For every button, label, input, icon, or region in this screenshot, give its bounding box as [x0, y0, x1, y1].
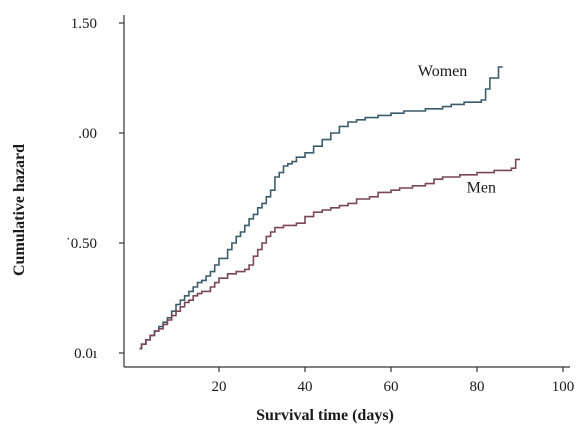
x-tick-label: 80 [470, 379, 485, 395]
series-layer [139, 66, 520, 350]
series-line-women [139, 66, 503, 350]
y-ticks: 0.0ı ˙0.50 .00 1.50 [66, 16, 124, 362]
x-ticks: 20 40 60 80 100 [212, 367, 575, 395]
series-label-women: Women [418, 63, 467, 80]
y-tick-label: 1.50 [71, 16, 97, 32]
y-tick-label: .00 [78, 126, 97, 142]
series-line-men [139, 158, 520, 350]
x-tick-label: 40 [298, 379, 313, 395]
x-tick-label: 100 [552, 379, 575, 395]
x-tick-label: 20 [212, 379, 227, 395]
series-label-men: Men [467, 179, 496, 196]
axes [123, 15, 570, 368]
x-tick-label: 60 [384, 379, 399, 395]
y-tick-label: ˙0.50 [66, 236, 97, 252]
y-axis-title: Cumulative hazard [11, 144, 28, 276]
x-axis-title: Survival time (days) [256, 407, 394, 424]
annotation-layer: Women Men [418, 63, 496, 197]
y-tick-label: 0.0ı [74, 346, 97, 362]
